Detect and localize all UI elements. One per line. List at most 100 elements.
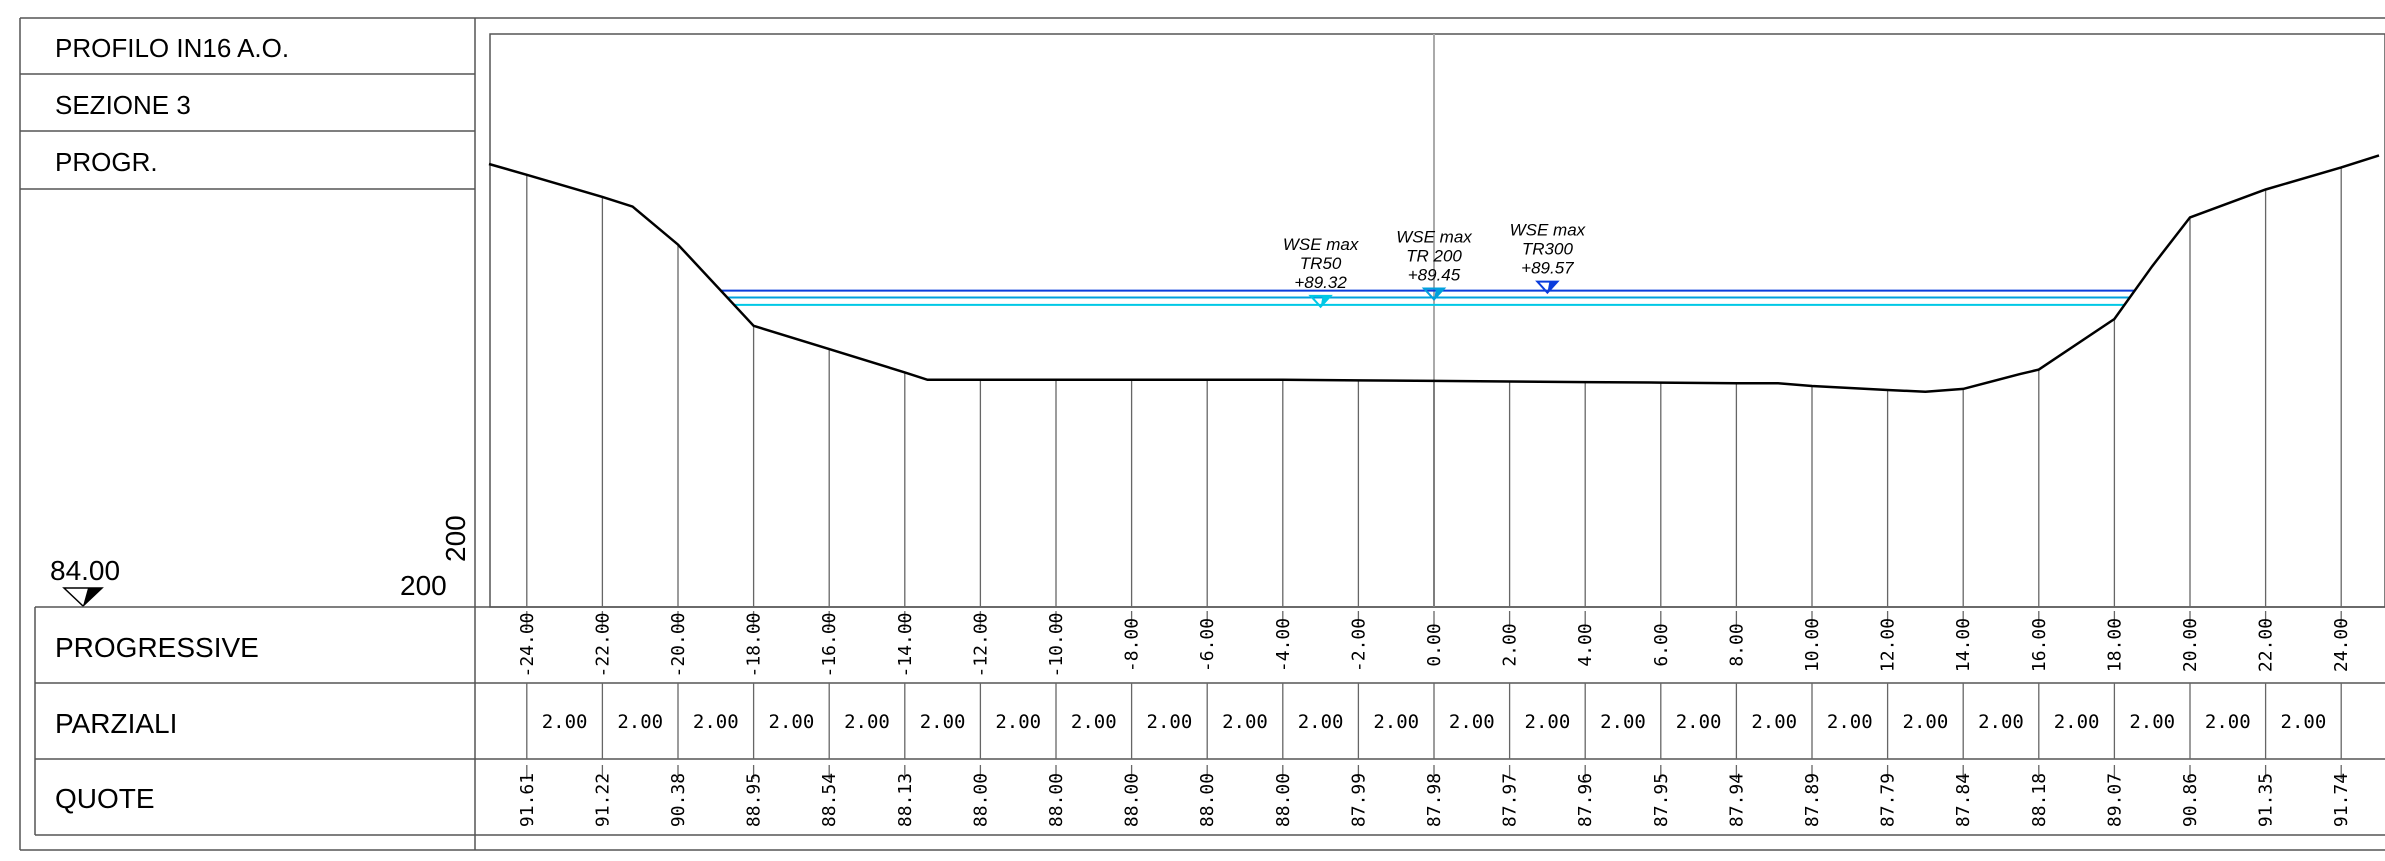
progressive-value: 0.00 [1424, 623, 1445, 666]
parziali-value: 2.00 [1751, 711, 1797, 733]
sheet-frame [19, 17, 2385, 851]
parziali-value: 2.00 [1071, 711, 1117, 733]
quote-value: 87.98 [1424, 773, 1445, 827]
parziali-value: 2.00 [1676, 711, 1722, 733]
data-table-grid [34, 606, 2385, 836]
water-level-label: +89.45 [1408, 265, 1461, 284]
progressive-value: -24.00 [517, 612, 538, 677]
quote-value: 87.99 [1348, 773, 1369, 827]
parziali-value: 2.00 [1222, 711, 1268, 733]
parziali-value: 2.00 [1373, 711, 1419, 733]
progressive-value: -20.00 [668, 612, 689, 677]
row-label-parziali: PARZIALI [55, 708, 177, 739]
water-level-label: TR 200 [1406, 246, 1462, 265]
quote-value: 87.97 [1500, 773, 1521, 827]
terrain-profile [488, 154, 2380, 393]
progr-label: PROGR. [55, 147, 158, 177]
parziali-value: 2.00 [2281, 711, 2327, 733]
progressive-value: -22.00 [592, 612, 613, 677]
row-label-quote: QUOTE [55, 783, 155, 814]
water-marker-fill-icon [1434, 288, 1444, 300]
progressive-value: -18.00 [744, 612, 765, 677]
quote-value: 88.13 [895, 773, 916, 827]
quote-value: 88.00 [1046, 773, 1067, 827]
progressive-value: -2.00 [1348, 618, 1369, 672]
parziali-value: 2.00 [995, 711, 1041, 733]
plot-frame [489, 33, 2385, 608]
progressive-value: 24.00 [2331, 618, 2352, 672]
table-cells: -24.00 91.61 -22.00 91.22 -20.00 90.38 -18.00 8… [517, 611, 2352, 827]
parziali-value: 2.00 [1449, 711, 1495, 733]
progressive-value: -12.00 [970, 612, 991, 677]
parziali-value: 2.00 [1525, 711, 1571, 733]
datum-elevation: 84.00 [50, 555, 120, 586]
water-level-label: WSE max [1283, 235, 1359, 254]
quote-value: 87.94 [1726, 773, 1747, 827]
quote-value: 88.54 [819, 773, 840, 827]
row-label-progressive: PROGRESSIVE [55, 632, 259, 663]
quote-value: 88.95 [744, 773, 765, 827]
quote-value: 88.00 [1197, 773, 1218, 827]
water-level-label: TR300 [1522, 240, 1574, 259]
progressive-value: 8.00 [1726, 623, 1747, 666]
water-level-label: +89.57 [1521, 259, 1574, 278]
water-level-label: WSE max [1510, 221, 1586, 240]
progressive-value: 22.00 [2256, 618, 2277, 672]
section-title: SEZIONE 3 [55, 90, 191, 120]
parziali-value: 2.00 [1600, 711, 1646, 733]
progressive-value: -14.00 [895, 612, 916, 677]
profile-title: PROFILO IN16 A.O. [55, 33, 289, 63]
progressive-value: -16.00 [819, 612, 840, 677]
quote-value: 88.18 [2029, 773, 2050, 827]
quote-value: 89.07 [2104, 773, 2125, 827]
station-lines [526, 167, 2342, 607]
progressive-value: 12.00 [1878, 618, 1899, 672]
quote-value: 87.96 [1575, 773, 1596, 827]
header-table [20, 73, 475, 190]
quote-value: 88.00 [1122, 773, 1143, 827]
water-level-lines [720, 289, 2135, 306]
quote-value: 87.79 [1878, 773, 1899, 827]
progressive-value: -8.00 [1122, 618, 1143, 672]
parziali-value: 2.00 [769, 711, 815, 733]
water-marker-fill-icon [1547, 281, 1558, 293]
quote-value: 88.00 [1273, 773, 1294, 827]
progressive-value: 4.00 [1575, 623, 1596, 666]
parziali-value: 2.00 [844, 711, 890, 733]
quote-value: 91.22 [592, 773, 613, 827]
progressive-value: -6.00 [1197, 618, 1218, 672]
parziali-value: 2.00 [1978, 711, 2024, 733]
progressive-value: -4.00 [1273, 618, 1294, 672]
parziali-value: 2.00 [1298, 711, 1344, 733]
progressive-value: 20.00 [2180, 618, 2201, 672]
progressive-value: 10.00 [1802, 618, 1823, 672]
parziali-value: 2.00 [2205, 711, 2251, 733]
parziali-value: 2.00 [693, 711, 739, 733]
parziali-value: 2.00 [920, 711, 966, 733]
quote-value: 91.74 [2331, 773, 2352, 827]
quote-value: 87.89 [1802, 773, 1823, 827]
horizontal-scale: 200 [400, 570, 447, 601]
quote-value: 91.35 [2256, 773, 2277, 827]
progressive-value: 6.00 [1651, 623, 1672, 666]
water-level-label: TR50 [1300, 254, 1342, 273]
parziali-value: 2.00 [1827, 711, 1873, 733]
water-level-label: WSE max [1396, 227, 1472, 246]
parziali-value: 2.00 [1903, 711, 1949, 733]
water-level-label: +89.32 [1294, 273, 1347, 292]
parziali-value: 2.00 [617, 711, 663, 733]
progressive-value: 14.00 [1953, 618, 1974, 672]
parziali-value: 2.00 [542, 711, 588, 733]
quote-value: 88.00 [970, 773, 991, 827]
quote-value: 87.84 [1953, 773, 1974, 827]
quote-value: 91.61 [517, 773, 538, 827]
quote-value: 90.38 [668, 773, 689, 827]
parziali-value: 2.00 [1147, 711, 1193, 733]
parziali-value: 2.00 [2129, 711, 2175, 733]
progressive-value: 18.00 [2104, 618, 2125, 672]
progressive-value: 16.00 [2029, 618, 2050, 672]
vertical-scale: 200 [440, 515, 471, 562]
water-marker-fill-icon [1320, 295, 1331, 307]
